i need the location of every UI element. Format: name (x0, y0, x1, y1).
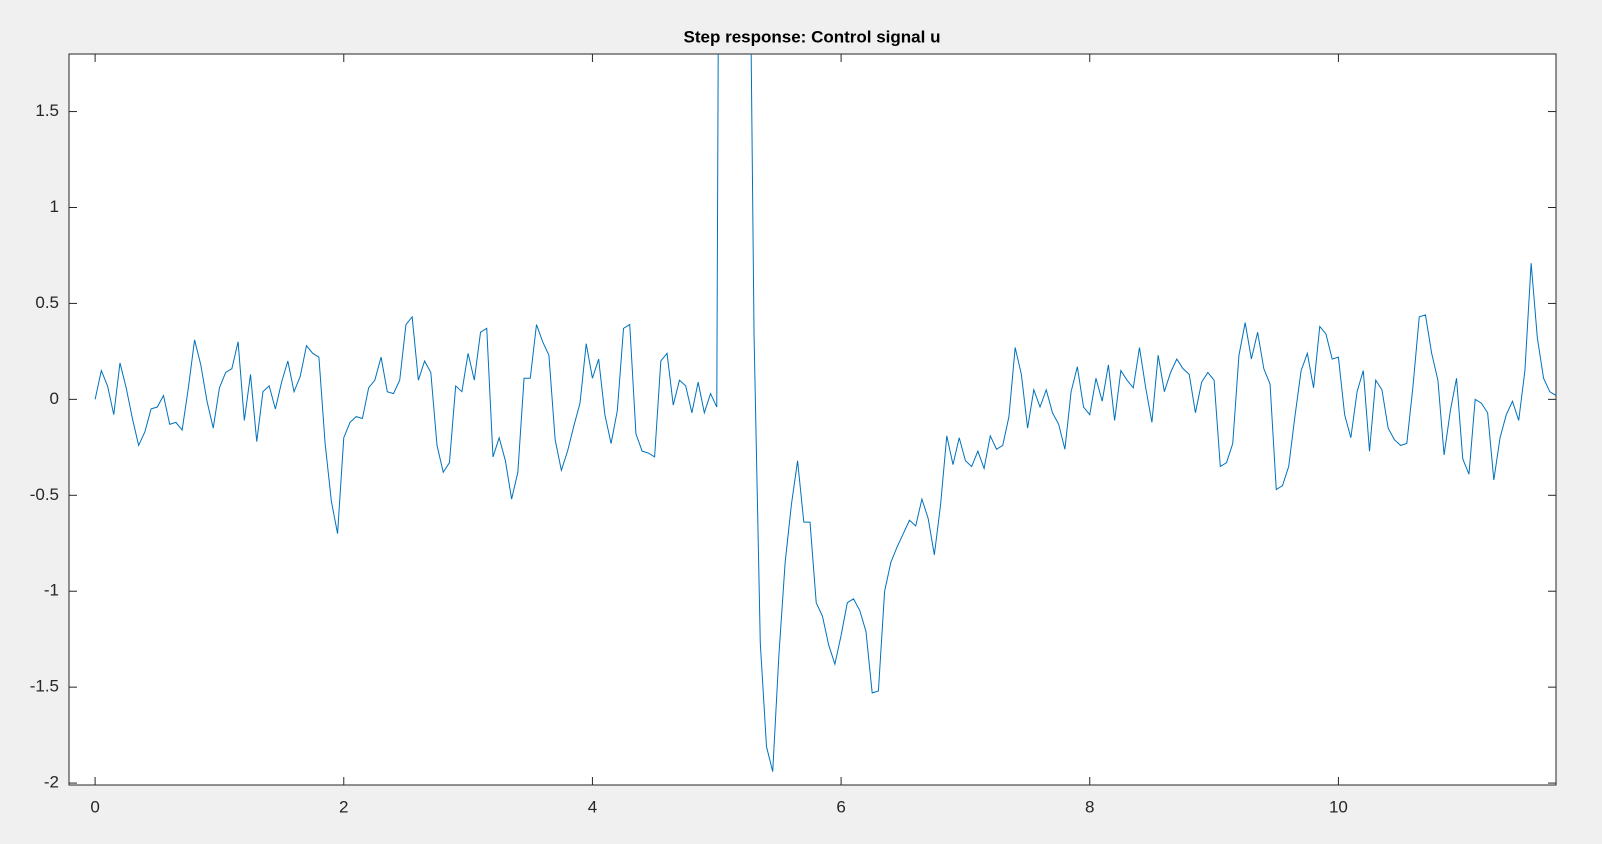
data-line (94, 54, 1556, 772)
plot-area (69, 54, 1556, 785)
x-tick-label: 2 (339, 797, 348, 816)
y-tick-label: -1 (44, 581, 59, 600)
y-tick-label: -0.5 (30, 485, 59, 504)
x-tick-label: 4 (588, 797, 597, 816)
y-tick-label: 0 (50, 389, 59, 408)
axes-box (68, 53, 1557, 786)
x-tick-label: 6 (836, 797, 845, 816)
y-tick-label: 0.5 (35, 293, 59, 312)
y-tick-label: -1.5 (30, 677, 59, 696)
x-tick-label: 10 (1329, 797, 1348, 816)
chart-title: Step response: Control signal u (684, 27, 941, 46)
y-tick-label: 1 (50, 197, 59, 216)
x-tick-label: 0 (90, 797, 99, 816)
x-tick-label: 8 (1085, 797, 1094, 816)
y-tick-label: 1.5 (35, 101, 59, 120)
y-tick-label: -2 (44, 773, 59, 792)
